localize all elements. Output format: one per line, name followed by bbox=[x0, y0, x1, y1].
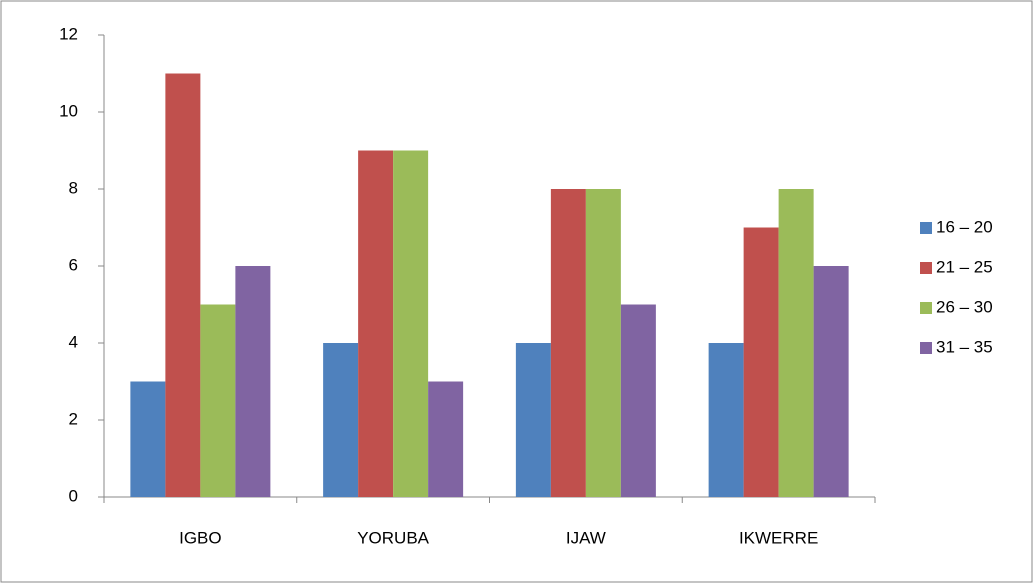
y-tick-label: 4 bbox=[69, 332, 78, 351]
bar bbox=[708, 343, 744, 497]
y-tick-label: 12 bbox=[59, 24, 78, 43]
legend-label: 26 – 30 bbox=[936, 297, 993, 316]
y-tick-label: 10 bbox=[59, 101, 78, 120]
legend-label: 31 – 35 bbox=[936, 337, 993, 356]
legend-swatch bbox=[920, 222, 932, 234]
bar bbox=[130, 381, 166, 497]
bar bbox=[550, 189, 586, 497]
y-tick-label: 6 bbox=[69, 255, 78, 274]
legend-swatch bbox=[920, 342, 932, 354]
bar bbox=[813, 266, 849, 497]
bar bbox=[393, 150, 429, 497]
bar bbox=[743, 227, 779, 497]
bar bbox=[200, 304, 236, 497]
y-tick-label: 2 bbox=[69, 409, 78, 428]
bar bbox=[358, 150, 394, 497]
bar bbox=[235, 266, 271, 497]
y-tick-label: 0 bbox=[69, 486, 78, 505]
bar bbox=[778, 189, 814, 497]
bar bbox=[165, 73, 201, 497]
x-tick-label: YORUBA bbox=[357, 528, 429, 547]
bar bbox=[620, 304, 656, 497]
y-tick-label: 8 bbox=[69, 178, 78, 197]
legend-label: 16 – 20 bbox=[936, 217, 993, 236]
bar bbox=[428, 381, 464, 497]
x-tick-label: IGBO bbox=[179, 528, 222, 547]
legend-label: 21 – 25 bbox=[936, 257, 993, 276]
bar bbox=[323, 343, 359, 497]
legend-swatch bbox=[920, 302, 932, 314]
legend-swatch bbox=[920, 262, 932, 274]
x-tick-label: IJAW bbox=[566, 528, 606, 547]
bar bbox=[585, 189, 621, 497]
x-tick-label: IKWERRE bbox=[739, 528, 818, 547]
bar bbox=[515, 343, 551, 497]
